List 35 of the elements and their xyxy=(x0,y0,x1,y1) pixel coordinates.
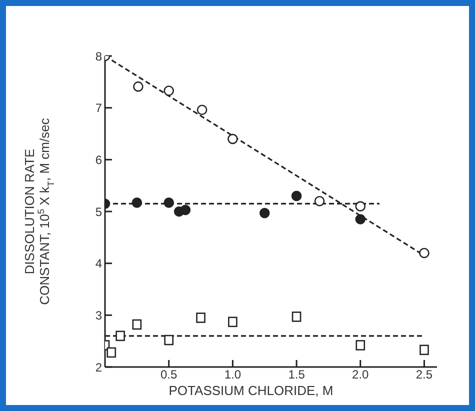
point xyxy=(196,312,206,323)
y-tick-label: 7 xyxy=(95,101,102,116)
point xyxy=(196,104,208,116)
point xyxy=(291,190,302,202)
point xyxy=(132,319,142,330)
point xyxy=(259,208,270,218)
point xyxy=(106,347,116,358)
x-tick-label: 2.0 xyxy=(352,368,370,382)
x-tick-label: 1.0 xyxy=(224,368,242,382)
point xyxy=(116,330,125,342)
x-tick-label: 2.5 xyxy=(416,368,433,382)
point xyxy=(133,81,144,92)
y-tick-label: 8 xyxy=(95,49,102,64)
point xyxy=(180,204,191,216)
point xyxy=(164,86,174,96)
x-tick-label: 1.5 xyxy=(288,368,306,382)
point xyxy=(314,196,325,206)
y-tick-label: 2 xyxy=(95,360,102,374)
point xyxy=(228,134,238,144)
x-axis-title: POTASSIUM CHLORIDE, M xyxy=(168,383,334,398)
point xyxy=(164,334,174,346)
point xyxy=(356,340,366,350)
point xyxy=(420,344,429,356)
y-tick-label: 4 xyxy=(95,256,102,271)
point xyxy=(228,316,238,328)
point xyxy=(164,198,174,208)
y-tick-label: 6 xyxy=(95,152,102,167)
y-tick-label: 3 xyxy=(95,308,102,322)
point xyxy=(355,214,366,224)
point xyxy=(419,248,430,258)
point xyxy=(292,312,302,322)
x-tick-label: 0.5 xyxy=(160,368,178,382)
point xyxy=(132,198,142,208)
point xyxy=(355,201,366,212)
y-tick-label: 5 xyxy=(95,204,102,219)
